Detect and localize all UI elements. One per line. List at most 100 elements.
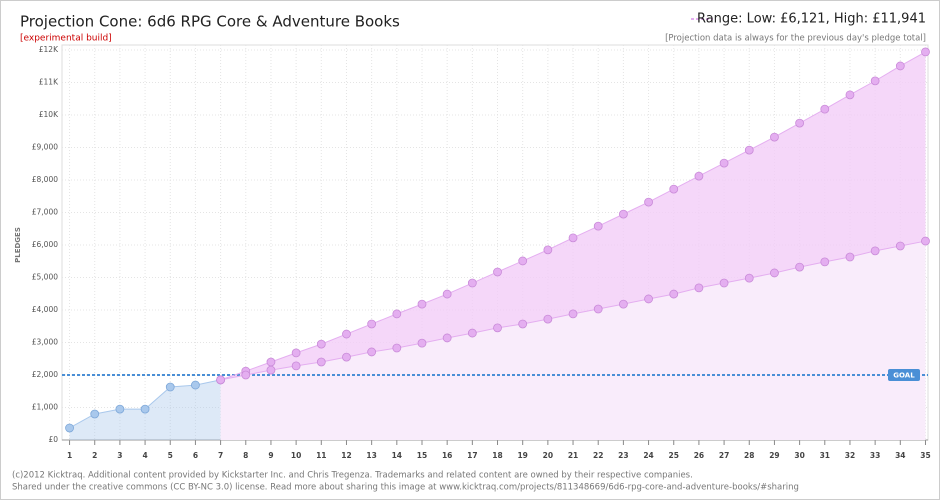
point [518, 319, 528, 329]
y-tick-label: £3,000 [32, 338, 58, 347]
x-tick-label: 33 [870, 451, 880, 460]
x-tick-label: 21 [568, 451, 578, 460]
point [568, 233, 578, 243]
point [342, 329, 351, 339]
x-tick-label: 7 [218, 451, 223, 460]
chart-title: Projection Cone: 6d6 RPG Core & Adventur… [20, 13, 400, 31]
y-tick-label: £12K [39, 45, 59, 54]
point [694, 171, 704, 181]
x-tick-label: 30 [794, 451, 804, 460]
x-tick-label: 24 [643, 451, 653, 460]
x-tick-label: 6 [193, 451, 198, 460]
point [820, 104, 830, 114]
y-tick-label: £0 [48, 435, 58, 444]
point [266, 357, 276, 367]
point [593, 304, 603, 314]
x-tick-label: 26 [694, 451, 704, 460]
point [669, 184, 679, 194]
point [467, 328, 477, 338]
point [467, 278, 477, 288]
point [644, 197, 653, 207]
x-tick-label: 14 [392, 451, 402, 460]
point [770, 268, 779, 278]
point [795, 262, 805, 272]
point [367, 319, 377, 329]
point [392, 309, 402, 319]
point [618, 209, 628, 219]
x-tick-label: 5 [168, 451, 173, 460]
x-tick-label: 8 [243, 451, 248, 460]
y-tick-label: £6,000 [32, 240, 58, 249]
x-tick-label: 17 [467, 451, 477, 460]
y-tick-label: £4,000 [32, 305, 58, 314]
point [90, 409, 100, 419]
point [921, 236, 930, 246]
x-tick-label: 2 [92, 451, 97, 460]
x-tick-label: 12 [341, 451, 351, 460]
x-tick-label: 4 [142, 451, 147, 460]
area [220, 51, 926, 380]
point [770, 132, 779, 142]
x-tick-label: 32 [845, 451, 855, 460]
x-tick-label: 23 [618, 451, 628, 460]
x-tick-label: 31 [820, 451, 830, 460]
point [543, 314, 553, 324]
y-tick-label: £10K [39, 110, 59, 119]
point [316, 357, 326, 367]
x-tick-label: 15 [417, 451, 427, 460]
point [719, 158, 729, 168]
point [870, 76, 880, 86]
point [870, 246, 880, 256]
point [719, 278, 729, 288]
x-tick-label: 11 [316, 451, 326, 460]
x-tick-label: 25 [669, 451, 679, 460]
y-tick-label: £11K [39, 78, 59, 87]
chart-subtitle: [experimental build] [20, 34, 112, 44]
point [417, 299, 427, 309]
range-text: Range: Low: £6,121, High: £11,941 [697, 12, 926, 27]
point [593, 221, 603, 231]
point [216, 375, 225, 385]
point [543, 245, 553, 255]
footer: Shared under the creative commons (CC BY… [12, 483, 799, 493]
y-tick-label: £2,000 [32, 370, 58, 379]
point [442, 333, 452, 343]
point [744, 145, 754, 155]
x-tick-label: 1 [67, 451, 72, 460]
y-tick-label: £8,000 [32, 175, 58, 184]
point [618, 299, 628, 309]
point [921, 47, 930, 57]
point [895, 241, 905, 251]
x-tick-label: 18 [492, 451, 502, 460]
x-tick-label: 27 [719, 451, 729, 460]
x-tick-label: 34 [895, 451, 905, 460]
x-tick-label: 22 [593, 451, 603, 460]
point [518, 256, 528, 266]
y-tick-label: £9,000 [32, 143, 58, 152]
point [367, 347, 377, 357]
point [241, 370, 251, 380]
y-axis-label: PLEDGES [14, 227, 22, 263]
point [442, 289, 452, 299]
point [316, 339, 326, 349]
x-tick-label: 29 [769, 451, 779, 460]
footer: (c)2012 Kicktraq. Additional content pro… [12, 471, 693, 481]
x-tick-label: 10 [291, 451, 301, 460]
point [795, 118, 805, 128]
x-tick-label: 9 [268, 451, 273, 460]
point [845, 90, 855, 100]
point [115, 404, 125, 414]
point [342, 352, 351, 362]
point [140, 404, 150, 414]
x-tick-label: 28 [744, 451, 754, 460]
note: [Projection data is always for the previ… [665, 34, 926, 44]
point [644, 294, 653, 304]
point [291, 361, 301, 371]
point [266, 365, 276, 375]
x-tick-label: 3 [117, 451, 122, 460]
point [820, 257, 830, 267]
area [220, 241, 926, 440]
point [417, 338, 427, 348]
point [669, 289, 679, 299]
